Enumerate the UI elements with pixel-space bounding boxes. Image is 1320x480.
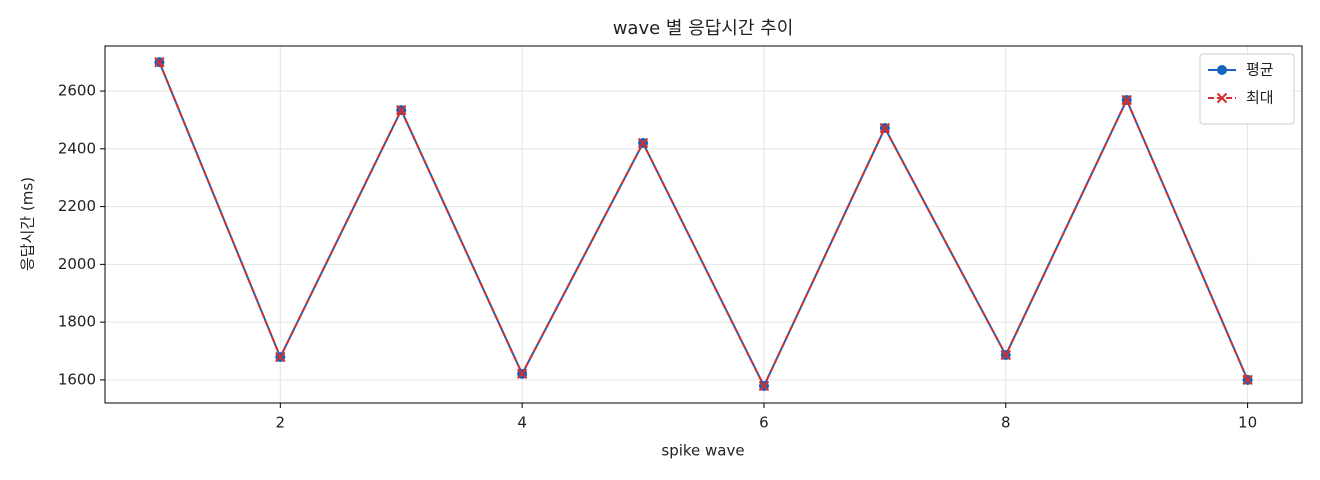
marker [154,56,165,68]
x-tick-label: 8 [1001,414,1011,432]
marker [1217,65,1227,75]
y-tick-label: 2000 [58,255,96,273]
legend-label: 평균 [1246,61,1274,79]
series-line [158,61,1249,389]
marker [516,368,528,380]
x-tick-label: 2 [276,414,286,432]
y-tick-label: 2200 [58,197,96,215]
marker [879,122,891,134]
y-tick-label: 1600 [58,370,96,388]
marker [275,351,286,363]
chart-title: wave 별 응답시간 추이 [613,18,794,39]
x-tick-label: 10 [1238,414,1257,432]
marker [396,104,407,116]
y-tick-label: 2600 [58,82,96,100]
marker [637,137,649,149]
y-tick-label: 1800 [58,313,96,331]
marker [1216,92,1228,104]
x-tick-label: 6 [759,414,769,432]
marker [758,380,770,392]
x-tick-label: 4 [517,414,527,432]
series-line [158,61,1249,389]
marker [1121,94,1132,106]
marker [1242,374,1253,386]
marker [1000,349,1011,361]
legend-label: 최대 [1246,89,1274,107]
y-tick-label: 2400 [58,139,96,157]
x-axis-label: spike wave [661,442,744,460]
y-axis-label: 응답시간 (ms) [19,177,37,271]
plot-frame [104,45,1303,404]
